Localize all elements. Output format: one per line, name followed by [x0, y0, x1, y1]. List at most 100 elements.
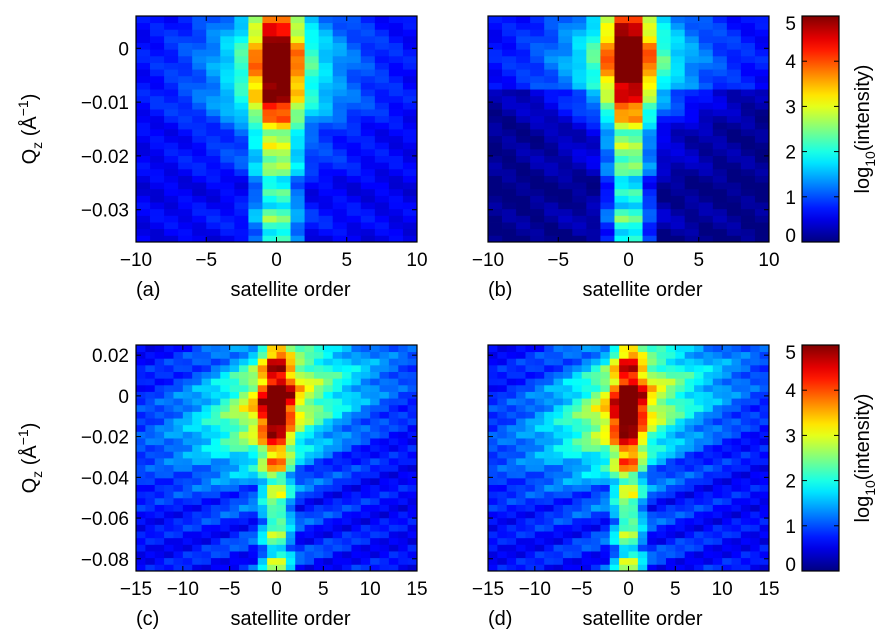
- heatmap-cell: [220, 148, 235, 156]
- heatmap-cell: [313, 418, 324, 426]
- heatmap-cell: [332, 55, 348, 63]
- heatmap-cell: [698, 162, 714, 170]
- heatmap-cell: [295, 458, 305, 466]
- heatmap-cell: [210, 531, 221, 539]
- heatmap-cell: [665, 411, 676, 419]
- heatmap-cell: [192, 398, 202, 406]
- heatmap-cell: [591, 524, 601, 532]
- heatmap-cell: [609, 391, 620, 399]
- heatmap-cell: [304, 62, 320, 70]
- heatmap-cell: [637, 504, 648, 512]
- heatmap-cell: [614, 202, 629, 210]
- heatmap-cell: [285, 491, 296, 499]
- heatmap-cell: [192, 557, 202, 565]
- heatmap-cell: [248, 215, 263, 223]
- heatmap-cell: [497, 345, 508, 353]
- heatmap-cell: [516, 564, 526, 572]
- heatmap-cell: [173, 411, 184, 419]
- heatmap-cell: [370, 371, 380, 379]
- heatmap-cell: [192, 109, 207, 117]
- heatmap-cell: [164, 22, 179, 30]
- heatmap-cell: [342, 537, 352, 545]
- heatmap-cell: [346, 62, 362, 70]
- heatmap-cell: [670, 29, 686, 37]
- heatmap-cell: [220, 351, 231, 359]
- heatmap-cell: [698, 16, 714, 24]
- heatmap-cell: [619, 411, 629, 419]
- heatmap-cell: [304, 22, 320, 30]
- heatmap-cell: [740, 418, 751, 426]
- heatmap-cell: [234, 29, 249, 37]
- heatmap-cell: [173, 551, 184, 559]
- heatmap-d: [488, 345, 770, 572]
- heatmap-cell: [656, 129, 672, 137]
- heatmap-cell: [323, 458, 334, 466]
- heatmap-cell: [581, 398, 592, 406]
- heatmap-cell: [684, 35, 700, 43]
- heatmap-cell: [332, 371, 343, 379]
- heatmap-cell: [379, 458, 390, 466]
- heatmap-cell: [276, 162, 291, 170]
- heatmap-cell: [388, 228, 404, 236]
- heatmap-cell: [262, 82, 277, 90]
- heatmap-cell: [628, 188, 643, 196]
- heatmap-cell: [342, 551, 352, 559]
- heatmap-cell: [332, 524, 343, 532]
- heatmap-cell: [295, 517, 305, 525]
- heatmap-cell: [684, 398, 695, 406]
- heatmap-cell: [136, 424, 146, 432]
- heatmap-cell: [488, 497, 498, 505]
- heatmap-cell: [318, 195, 334, 203]
- heatmap-cell: [201, 544, 212, 552]
- heatmap-cell: [656, 115, 672, 123]
- heatmap-cell: [553, 451, 564, 459]
- heatmap-cell: [267, 537, 277, 545]
- heatmap-cell: [497, 371, 508, 379]
- heatmap-cell: [210, 431, 221, 439]
- heatmap-cell: [534, 471, 545, 479]
- heatmap-cell: [313, 517, 324, 525]
- heatmap-cell: [488, 404, 498, 412]
- heatmap-cell: [370, 511, 380, 519]
- heatmap-cell: [192, 444, 202, 452]
- heatmap-cell: [628, 155, 643, 163]
- heatmap-cell: [694, 557, 704, 565]
- heatmap-cell: [497, 351, 508, 359]
- heatmap-cell: [600, 188, 615, 196]
- heatmap-cell: [374, 89, 390, 97]
- heatmap-cell: [318, 29, 334, 37]
- heatmap-cell: [740, 411, 751, 419]
- heatmap-cell: [220, 42, 235, 50]
- heatmap-cell: [374, 62, 390, 70]
- heatmap-cell: [731, 378, 742, 386]
- heatmap-cell: [220, 208, 235, 216]
- heatmap-cell: [173, 358, 184, 366]
- heatmap-cell: [497, 517, 508, 525]
- heatmap-cell: [502, 162, 517, 170]
- heatmap-cell: [402, 182, 418, 190]
- heatmap-cell: [670, 135, 686, 143]
- heatmap-cell: [145, 511, 156, 519]
- heatmap-cell: [722, 471, 732, 479]
- heatmap-cell: [257, 398, 268, 406]
- heatmap-cell: [558, 168, 573, 176]
- heatmap-cell: [750, 424, 761, 432]
- heatmap-cell: [379, 364, 390, 372]
- heatmap-cell: [586, 202, 601, 210]
- heatmap-cell: [684, 444, 695, 452]
- heatmap-cell: [402, 82, 418, 90]
- heatmap-cell: [295, 345, 305, 353]
- heatmap-cell: [525, 384, 536, 392]
- heatmap-cell: [750, 497, 761, 505]
- heatmap-cell: [675, 424, 686, 432]
- heatmap-cell: [642, 62, 657, 70]
- heatmap-cell: [192, 418, 202, 426]
- heatmap-cell: [276, 222, 291, 230]
- x-tick-label: −5: [195, 250, 217, 271]
- heatmap-cell: [150, 188, 165, 196]
- heatmap-cell: [178, 142, 193, 150]
- heatmap-cell: [591, 351, 601, 359]
- heatmap-cell: [591, 557, 601, 565]
- heatmap-cell: [257, 351, 268, 359]
- heatmap-cell: [544, 168, 559, 176]
